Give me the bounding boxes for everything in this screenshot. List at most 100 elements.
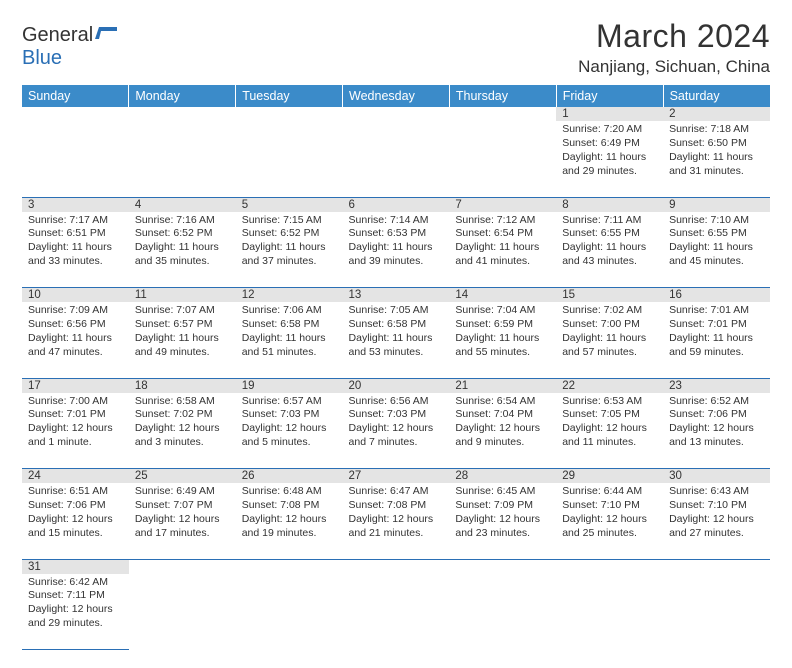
day-number-cell: 22	[556, 378, 663, 393]
sunrise-text: Sunrise: 7:17 AM	[28, 214, 123, 228]
day-cell: Sunrise: 7:02 AMSunset: 7:00 PMDaylight:…	[556, 302, 663, 378]
daylight-text: Daylight: 12 hours	[455, 513, 550, 527]
daylight-text: Daylight: 12 hours	[242, 513, 337, 527]
day-content: Sunrise: 7:00 AMSunset: 7:01 PMDaylight:…	[22, 393, 129, 452]
logo: GeneralBlue	[22, 24, 117, 70]
day-number-cell: 23	[663, 378, 770, 393]
sunrise-text: Sunrise: 7:14 AM	[349, 214, 444, 228]
sunrise-text: Sunrise: 6:51 AM	[28, 485, 123, 499]
sunrise-text: Sunrise: 7:15 AM	[242, 214, 337, 228]
daylight-text: Daylight: 11 hours	[135, 332, 230, 346]
day-number-cell: 10	[22, 288, 129, 303]
daylight-text-2: and 53 minutes.	[349, 346, 444, 360]
day-content: Sunrise: 7:07 AMSunset: 6:57 PMDaylight:…	[129, 302, 236, 361]
day-content: Sunrise: 7:01 AMSunset: 7:01 PMDaylight:…	[663, 302, 770, 361]
day-content: Sunrise: 7:09 AMSunset: 6:56 PMDaylight:…	[22, 302, 129, 361]
daylight-text-2: and 29 minutes.	[562, 165, 657, 179]
day-cell	[343, 121, 450, 197]
sunset-text: Sunset: 6:50 PM	[669, 137, 764, 151]
day-number-cell: 27	[343, 469, 450, 484]
daylight-text-2: and 19 minutes.	[242, 527, 337, 541]
weekday-header: Saturday	[663, 85, 770, 107]
daylight-text: Daylight: 12 hours	[28, 422, 123, 436]
sunrise-text: Sunrise: 6:49 AM	[135, 485, 230, 499]
day-cell: Sunrise: 7:14 AMSunset: 6:53 PMDaylight:…	[343, 212, 450, 288]
daylight-text: Daylight: 12 hours	[562, 513, 657, 527]
daylight-text: Daylight: 12 hours	[349, 422, 444, 436]
daylight-text-2: and 43 minutes.	[562, 255, 657, 269]
day-cell: Sunrise: 7:05 AMSunset: 6:58 PMDaylight:…	[343, 302, 450, 378]
daylight-text-2: and 57 minutes.	[562, 346, 657, 360]
day-number-cell	[343, 107, 450, 121]
sunset-text: Sunset: 7:01 PM	[669, 318, 764, 332]
day-cell: Sunrise: 7:17 AMSunset: 6:51 PMDaylight:…	[22, 212, 129, 288]
sunrise-text: Sunrise: 6:58 AM	[135, 395, 230, 409]
sunset-text: Sunset: 7:05 PM	[562, 408, 657, 422]
day-number-cell: 9	[663, 197, 770, 212]
day-number-cell: 21	[449, 378, 556, 393]
day-content: Sunrise: 7:17 AMSunset: 6:51 PMDaylight:…	[22, 212, 129, 271]
weekday-header: Friday	[556, 85, 663, 107]
sunset-text: Sunset: 6:56 PM	[28, 318, 123, 332]
daylight-text-2: and 37 minutes.	[242, 255, 337, 269]
daylight-text-2: and 39 minutes.	[349, 255, 444, 269]
day-number-cell: 25	[129, 469, 236, 484]
day-number-cell: 16	[663, 288, 770, 303]
day-cell: Sunrise: 6:54 AMSunset: 7:04 PMDaylight:…	[449, 393, 556, 469]
daynum-row: 17181920212223	[22, 378, 770, 393]
day-cell	[449, 121, 556, 197]
daylight-text-2: and 3 minutes.	[135, 436, 230, 450]
sunrise-text: Sunrise: 6:42 AM	[28, 576, 123, 590]
day-cell	[129, 121, 236, 197]
location: Nanjiang, Sichuan, China	[578, 57, 770, 77]
sunset-text: Sunset: 6:49 PM	[562, 137, 657, 151]
sunset-text: Sunset: 6:53 PM	[349, 227, 444, 241]
daylight-text-2: and 25 minutes.	[562, 527, 657, 541]
daylight-text: Daylight: 12 hours	[669, 422, 764, 436]
week-row: Sunrise: 7:00 AMSunset: 7:01 PMDaylight:…	[22, 393, 770, 469]
day-number-cell: 29	[556, 469, 663, 484]
daylight-text: Daylight: 11 hours	[455, 332, 550, 346]
weekday-header: Sunday	[22, 85, 129, 107]
daylight-text-2: and 31 minutes.	[669, 165, 764, 179]
day-number-cell: 31	[22, 559, 129, 574]
day-cell: Sunrise: 7:07 AMSunset: 6:57 PMDaylight:…	[129, 302, 236, 378]
day-cell: Sunrise: 7:20 AMSunset: 6:49 PMDaylight:…	[556, 121, 663, 197]
day-number-cell	[449, 107, 556, 121]
daylight-text: Daylight: 11 hours	[28, 332, 123, 346]
day-content: Sunrise: 7:16 AMSunset: 6:52 PMDaylight:…	[129, 212, 236, 271]
day-cell: Sunrise: 6:49 AMSunset: 7:07 PMDaylight:…	[129, 483, 236, 559]
sunset-text: Sunset: 7:03 PM	[349, 408, 444, 422]
daylight-text-2: and 47 minutes.	[28, 346, 123, 360]
day-cell: Sunrise: 7:15 AMSunset: 6:52 PMDaylight:…	[236, 212, 343, 288]
day-content: Sunrise: 6:43 AMSunset: 7:10 PMDaylight:…	[663, 483, 770, 542]
sunset-text: Sunset: 6:55 PM	[669, 227, 764, 241]
daylight-text-2: and 35 minutes.	[135, 255, 230, 269]
daylight-text-2: and 33 minutes.	[28, 255, 123, 269]
day-cell	[236, 121, 343, 197]
daylight-text: Daylight: 11 hours	[669, 151, 764, 165]
day-content: Sunrise: 6:57 AMSunset: 7:03 PMDaylight:…	[236, 393, 343, 452]
day-number-cell: 1	[556, 107, 663, 121]
daylight-text-2: and 15 minutes.	[28, 527, 123, 541]
sunset-text: Sunset: 7:08 PM	[349, 499, 444, 513]
sunrise-text: Sunrise: 6:45 AM	[455, 485, 550, 499]
daylight-text: Daylight: 11 hours	[669, 332, 764, 346]
logo-text: GeneralBlue	[22, 24, 117, 70]
daylight-text-2: and 27 minutes.	[669, 527, 764, 541]
day-number-cell: 28	[449, 469, 556, 484]
day-number-cell: 4	[129, 197, 236, 212]
daylight-text: Daylight: 11 hours	[242, 241, 337, 255]
weekday-header: Thursday	[449, 85, 556, 107]
sunset-text: Sunset: 7:02 PM	[135, 408, 230, 422]
day-number-cell: 20	[343, 378, 450, 393]
daylight-text: Daylight: 11 hours	[455, 241, 550, 255]
sunrise-text: Sunrise: 7:06 AM	[242, 304, 337, 318]
sunset-text: Sunset: 7:01 PM	[28, 408, 123, 422]
daylight-text-2: and 11 minutes.	[562, 436, 657, 450]
day-number-cell: 14	[449, 288, 556, 303]
daylight-text-2: and 29 minutes.	[28, 617, 123, 631]
month-title: March 2024	[578, 18, 770, 55]
sunset-text: Sunset: 7:06 PM	[28, 499, 123, 513]
day-number-cell: 3	[22, 197, 129, 212]
